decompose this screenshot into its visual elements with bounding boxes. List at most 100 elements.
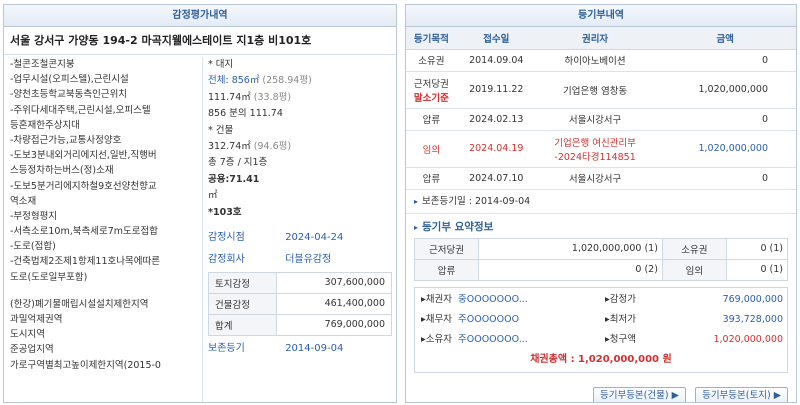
party-label: ▸채무자: [421, 313, 452, 325]
appraisal-company: 감정회사 더블유감정: [208, 253, 332, 265]
row-purpose-label: 소유권: [418, 56, 445, 67]
zone-line: 과밀억제권역: [10, 314, 63, 325]
row-amount: 1,020,000,000: [654, 130, 796, 168]
row-date: 2019.11.22: [456, 71, 536, 109]
col-date: 접수일: [456, 27, 536, 50]
land-registry-button[interactable]: 등기부등본(토지) ▶: [695, 387, 788, 402]
row-holder-name: 하이아노베이션: [564, 56, 626, 67]
table-row: 근저당권 말소기준 2019.11.22 기업은행 염창동 1,020,000,000: [406, 71, 796, 109]
summary-key: 소유권: [661, 237, 727, 260]
feature-line: -철콘조철콘지붕: [10, 59, 75, 70]
row-amount: 0: [654, 108, 796, 131]
table-row: 압류 2024.02.13 서울시강서구 0: [406, 108, 796, 131]
feature-line: -부정형평지: [10, 210, 58, 222]
table-row: 소유권 2014.09.04 하이아노베이션 0: [406, 49, 796, 72]
appraisal-row-label: 건물감정: [208, 292, 277, 315]
feature-line: -도보5분거리에지하철9호선양천향교: [10, 180, 157, 192]
registry-panel: 등기부내역 등기목적 접수일 권리자 금액 소유권 2014.09.04 하이아노베…: [405, 4, 797, 403]
party-value: 중OOOOOOO...: [458, 293, 528, 305]
summary-amount: 0: [760, 243, 767, 254]
summary-value: 0 (1): [725, 237, 789, 260]
appraisal-row: 건물감정 461,400,000: [208, 292, 392, 315]
feature-line: -업무시설(오피스텔),근린시설: [10, 74, 129, 86]
party-right: ▸감정가 769,000,000: [605, 290, 783, 310]
row-holder: 서울시강서구: [535, 167, 655, 190]
row-purpose-label: 임의: [422, 144, 441, 156]
party-left: ▸소유자 주OOOOOOO...: [421, 330, 528, 350]
summary-table: 근저당권 1,020,000,000 (1) 소유권 0 (1) 압류 0 (2) 임의 0 …: [414, 237, 789, 281]
appraisal-row-value: 769,000,000: [276, 313, 392, 336]
feature-line: 도로(도로일부포함): [10, 271, 88, 283]
triangle-right-icon: ▸: [414, 196, 419, 206]
party-label: ▸채권자: [421, 293, 452, 305]
row-holder: 하이아노베이션: [535, 49, 655, 72]
appraisal-date: 감정시점 2024-04-24: [208, 231, 344, 243]
row-purpose: 소유권: [406, 49, 457, 72]
parties-box: ▸채권자 중OOOOOOO... ▸감정가 769,000,000 ▸채무자 주OOOOO…: [414, 286, 788, 373]
feature-line: 등혼재한주상지대: [10, 119, 80, 131]
feature-line: -양천초등학교북동측인근위치: [10, 89, 128, 101]
feature-line: -주위다세대주택,근린시설,오피스텔: [10, 104, 151, 116]
row-holder: 기업은행 여신관리부 -2024타경114851: [535, 130, 655, 168]
row-holder-name: 서울시강서구: [568, 115, 622, 126]
feature-line: -차량접근가능,교통사정양호: [10, 134, 122, 146]
summary-key: 임의: [661, 258, 727, 281]
row-date: 2024.04.19: [456, 130, 536, 168]
summary-row: 압류 0 (2) 임의 0 (1): [414, 258, 789, 281]
preserve-note: ▸ 보존등기일 : 2014-09-04: [406, 190, 796, 214]
summary-row: 근저당권 1,020,000,000 (1) 소유권 0 (1): [414, 237, 789, 260]
building-title: * 건물: [208, 124, 234, 136]
feature-line: -도로(접합): [10, 241, 56, 253]
building-registry-button[interactable]: 등기부등본(건물) ▶: [592, 387, 686, 402]
summary-value: 0 (1): [725, 258, 789, 281]
land-total: 전체: 856㎡ (258.94평): [208, 75, 312, 87]
summary-count: (1): [769, 243, 783, 254]
appraisal-row-value: 461,400,000: [276, 292, 392, 315]
row-purpose-label: 근저당권: [413, 78, 449, 90]
appraisal-panel: 감정평가내역 서울 강서구 가양동 194-2 마곡지웰에스테이트 지1층 비1…: [3, 4, 397, 403]
party-value: 1,020,000,000: [713, 333, 783, 345]
row-amount: 0: [654, 49, 796, 72]
party-value: 주OOOOOOO...: [458, 333, 528, 345]
registry-buttons: 등기부등본(건물) ▶ 등기부등본(토지) ▶: [587, 387, 788, 402]
party-label: ▸청구액: [605, 333, 636, 345]
party-value: 769,000,000: [722, 293, 783, 305]
appraisal-row: 합계 769,000,000: [208, 313, 392, 336]
baseline-badge: 말소기준: [413, 92, 449, 104]
land-share-text: 856 분의 111.74: [208, 108, 283, 120]
summary-key: 압류: [414, 258, 479, 281]
row-purpose-label: 압류: [422, 174, 441, 185]
row-purpose-label: 압류: [422, 115, 441, 126]
property-address: 서울 강서구 가양동 194-2 마곡지웰에스테이트 지1층 비101호: [4, 27, 396, 55]
party-label: ▸소유자: [421, 333, 452, 345]
row-holder: 기업은행 염창동: [535, 71, 655, 109]
party-row: ▸채무자 주OOOOOOO ▸최저가 393,728,000: [419, 310, 783, 330]
party-row: ▸채권자 중OOOOOOO... ▸감정가 769,000,000: [419, 290, 783, 310]
col-holder: 권리자: [535, 27, 655, 50]
row-date: 2014.09.04: [456, 49, 536, 72]
table-row: 임의 2024.04.19 기업은행 여신관리부 -2024타경114851 1,020…: [406, 130, 796, 168]
property-features: -철콘조철콘지붕 -업무시설(오피스텔),근린시설 -양천초등학교북동측인근위치 -주…: [4, 57, 203, 402]
row-purpose: 임의: [406, 130, 457, 168]
preserve-registration: 보존등기 2014-09-04: [208, 342, 344, 354]
appraisal-row: 토지감정 307,600,000: [208, 271, 392, 294]
appraisal-header: 감정평가내역: [4, 5, 396, 27]
land-share: 111.74㎡ (33.8평): [208, 91, 292, 103]
table-row: 압류 2024.07.10 서울시강서구 0: [406, 167, 796, 190]
summary-amount: 0: [635, 264, 642, 275]
property-details: * 대지 전체: 856㎡ (258.94평) 111.74㎡ (33.8평) …: [204, 57, 396, 402]
row-date: 2024.07.10: [456, 167, 536, 190]
party-value: 393,728,000: [722, 313, 783, 325]
summary-amount: 1,020,000,000: [571, 243, 642, 254]
building-floors: 총 7층 / 지1층: [208, 157, 268, 169]
party-left: ▸채무자 주OOOOOOO: [421, 310, 519, 330]
summary-value: 0 (2): [478, 258, 663, 281]
zone-line: 가로구역별최고높이제한지역(2015-0: [10, 359, 161, 371]
feature-line: 스등정차하는버스(정)소재: [10, 165, 114, 177]
feature-line: 역소재: [10, 195, 37, 207]
feature-line: -서측소로10m,북측세로7m도로접합: [10, 226, 158, 238]
row-amount: 0: [654, 167, 796, 190]
party-value: 주OOOOOOO: [458, 313, 520, 325]
registry-header: 등기부내역: [406, 5, 796, 27]
appraisal-row-value: 307,600,000: [276, 271, 392, 294]
